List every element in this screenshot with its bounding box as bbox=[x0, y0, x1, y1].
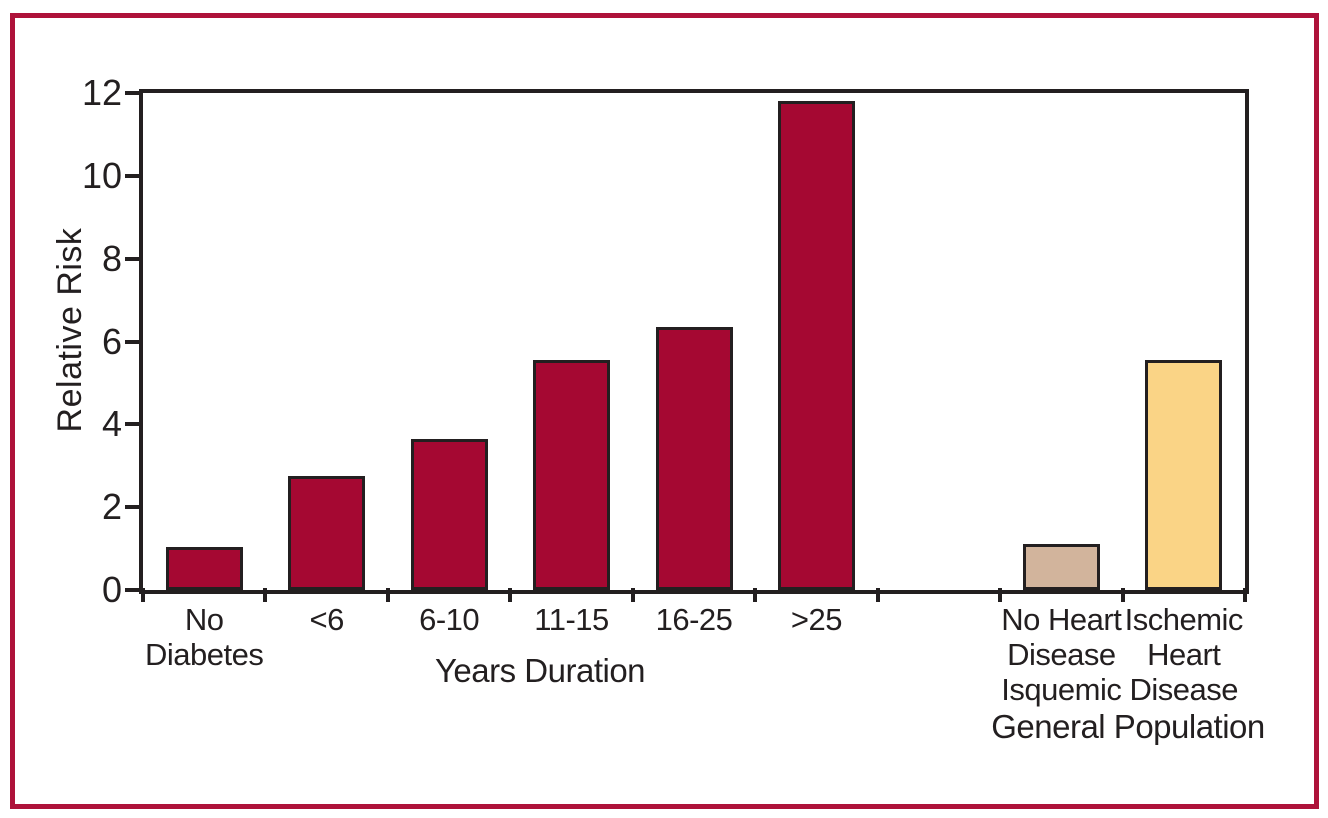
bar-25 bbox=[777, 101, 855, 590]
x-category-label-25: >25 bbox=[790, 602, 843, 637]
figure-border bbox=[10, 13, 1319, 809]
y-axis-tick-2 bbox=[125, 505, 139, 510]
y-axis-tick-12 bbox=[125, 91, 139, 95]
x-axis-tick-3 bbox=[508, 588, 513, 602]
y-axis-tick-4 bbox=[125, 422, 139, 427]
y-tick-label-10: 10 bbox=[81, 154, 122, 196]
bar-ischemic-heart-disease bbox=[1145, 360, 1223, 590]
x-category-label-11-15: 11-15 bbox=[534, 602, 609, 637]
y-tick-label-12: 12 bbox=[81, 72, 122, 113]
y-tick-label-0: 0 bbox=[101, 569, 122, 610]
x-category-label-6-10: 6-10 bbox=[419, 602, 480, 637]
y-axis-tick-0 bbox=[125, 588, 139, 592]
x-category-label-no-heart-disease-isquemic: No Heart Disease Isquemic bbox=[1001, 602, 1122, 707]
x-category-label-ischemic-heart-disease: Ischemic Heart Disease bbox=[1124, 602, 1244, 707]
y-axis-tick-10 bbox=[125, 173, 139, 178]
plot-area bbox=[125, 89, 1249, 602]
x-category-label-no-diabetes: No Diabetes bbox=[145, 602, 264, 672]
bar-no-heart-disease-isquemic bbox=[1022, 544, 1100, 590]
y-tick-label-6: 6 bbox=[101, 320, 122, 362]
x-axis-tick-4 bbox=[630, 588, 635, 602]
bar-6 bbox=[288, 476, 366, 590]
x-group-label-general-population: General Population bbox=[991, 708, 1265, 745]
bar-6-10 bbox=[410, 439, 488, 590]
bar-11-15 bbox=[533, 360, 611, 590]
y-tick-label-4: 4 bbox=[101, 403, 122, 445]
y-axis-tick-8 bbox=[125, 256, 139, 261]
x-axis-tick-1 bbox=[263, 588, 268, 602]
x-axis-tick-2 bbox=[385, 588, 390, 602]
x-axis-tick-0 bbox=[141, 588, 145, 602]
y-axis-tick-6 bbox=[125, 339, 139, 344]
x-axis-tick-8 bbox=[1120, 588, 1125, 602]
bar-16-25 bbox=[655, 327, 733, 590]
x-axis-tick-9 bbox=[1243, 588, 1247, 602]
x-axis-tick-6 bbox=[875, 588, 880, 602]
x-group-label-years-duration: Years Duration bbox=[434, 652, 646, 689]
bar-no-diabetes bbox=[165, 547, 243, 590]
y-tick-label-8: 8 bbox=[101, 237, 122, 279]
x-category-label-6: <6 bbox=[309, 602, 344, 637]
x-axis-tick-7 bbox=[998, 588, 1003, 602]
x-category-label-16-25: 16-25 bbox=[655, 602, 733, 637]
x-axis-tick-5 bbox=[753, 588, 758, 602]
y-tick-label-2: 2 bbox=[101, 486, 122, 528]
